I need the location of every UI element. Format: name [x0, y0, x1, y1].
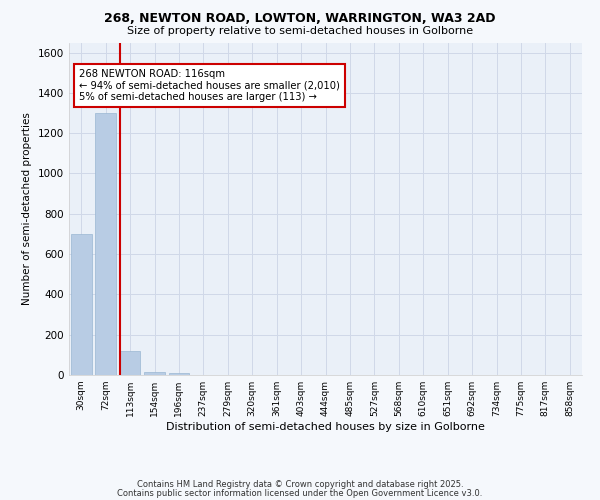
Bar	[119, 351, 140, 375]
Bar	[95, 113, 116, 375]
Text: Contains public sector information licensed under the Open Government Licence v3: Contains public sector information licen…	[118, 488, 482, 498]
Bar	[144, 372, 165, 375]
Y-axis label: Number of semi-detached properties: Number of semi-detached properties	[22, 112, 32, 305]
Bar	[71, 234, 92, 375]
Text: Contains HM Land Registry data © Crown copyright and database right 2025.: Contains HM Land Registry data © Crown c…	[137, 480, 463, 489]
Text: 268, NEWTON ROAD, LOWTON, WARRINGTON, WA3 2AD: 268, NEWTON ROAD, LOWTON, WARRINGTON, WA…	[104, 12, 496, 26]
X-axis label: Distribution of semi-detached houses by size in Golborne: Distribution of semi-detached houses by …	[166, 422, 485, 432]
Bar	[169, 374, 190, 375]
Text: 268 NEWTON ROAD: 116sqm
← 94% of semi-detached houses are smaller (2,010)
5% of : 268 NEWTON ROAD: 116sqm ← 94% of semi-de…	[79, 69, 340, 102]
Text: Size of property relative to semi-detached houses in Golborne: Size of property relative to semi-detach…	[127, 26, 473, 36]
